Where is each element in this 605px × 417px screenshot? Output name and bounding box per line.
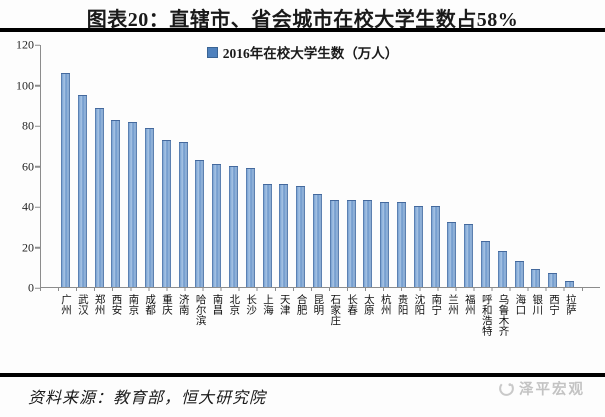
bar	[111, 119, 121, 287]
y-axis-tick	[35, 287, 40, 289]
y-axis-tick	[35, 206, 40, 208]
y-axis-tick-label: 120	[16, 37, 34, 52]
watermark: 泽平宏观	[498, 378, 585, 399]
bar	[396, 202, 406, 287]
y-axis-tick	[35, 125, 40, 127]
bar	[413, 206, 423, 287]
bar	[262, 184, 272, 287]
x-axis-label: 福州	[463, 294, 475, 315]
footer-divider	[0, 373, 605, 377]
bar	[514, 260, 524, 287]
header-divider	[0, 28, 605, 32]
bar	[195, 159, 205, 287]
bar	[296, 186, 306, 287]
x-axis-label: 杭州	[379, 294, 391, 315]
y-axis-tick-label: 40	[22, 199, 34, 214]
x-axis-label: 上海	[261, 294, 273, 315]
bar	[161, 139, 171, 287]
bar	[464, 224, 474, 287]
x-axis-label: 西安	[110, 294, 122, 315]
y-axis-tick-label: 80	[22, 118, 34, 133]
y-axis-tick	[35, 246, 40, 249]
bar-chart-figure: 2016年在校大学生数（万人） 0 20 40 60 80 100 120 广州 武汉 郑州 西安…	[0, 32, 605, 373]
chart-header: 图表20：直辖市、省会城市在校大学生数占58%	[0, 0, 605, 31]
x-axis-ticks	[40, 287, 600, 291]
y-axis-tick-label: 100	[16, 78, 34, 92]
x-axis-label: 武汉	[76, 294, 88, 315]
x-axis-label: 兰州	[447, 294, 459, 315]
bar	[212, 163, 222, 287]
bar	[531, 268, 541, 287]
y-axis-tick	[35, 165, 40, 168]
x-axis-label: 重庆	[160, 294, 172, 315]
source-note: 资料来源：教育部，恒大研究院	[28, 390, 267, 407]
bar	[312, 194, 322, 287]
bar	[228, 166, 238, 287]
bar	[245, 168, 255, 287]
x-axis-label: 南宁	[430, 294, 442, 315]
legend-label: 2016年在校大学生数（万人）	[222, 46, 399, 61]
x-axis-category-labels: 广州 武汉 郑州 西安 南京 成都 重庆 济南 哈尔滨 南昌 北京 长沙 上海 天津 合肥 昆明 石家庄 长春 太原…	[40, 294, 600, 372]
zeping-logo-icon	[499, 381, 514, 396]
y-axis-tick	[35, 84, 40, 87]
bar	[363, 200, 373, 287]
plot-area	[40, 45, 600, 291]
x-axis-label: 石家庄	[329, 294, 341, 326]
bar	[77, 95, 87, 287]
x-axis-label: 天津	[278, 294, 290, 315]
bar	[128, 121, 138, 287]
x-axis-label: 合肥	[295, 294, 307, 315]
bar	[380, 202, 390, 287]
bar-series	[41, 45, 600, 287]
x-axis-label: 南昌	[211, 294, 223, 315]
bar	[430, 206, 440, 287]
bar	[329, 200, 339, 287]
bar	[61, 73, 70, 287]
x-axis-label: 成都	[144, 294, 156, 315]
x-axis-label: 贵阳	[396, 294, 408, 315]
x-axis-label: 长春	[346, 294, 358, 315]
bar	[346, 200, 356, 287]
bar	[178, 141, 188, 287]
y-axis-tick	[35, 44, 40, 46]
x-axis-label: 拉萨	[564, 294, 576, 315]
bar	[447, 222, 457, 287]
x-axis-label: 南京	[127, 294, 139, 315]
y-axis-tick-label: 60	[22, 159, 34, 173]
bar	[497, 250, 507, 287]
bar	[548, 272, 558, 287]
x-axis-label: 乌鲁木齐	[497, 294, 509, 336]
watermark-text: 泽平宏观	[519, 382, 585, 398]
bar	[564, 280, 574, 287]
y-axis-tick-label: 20	[22, 240, 34, 254]
bar	[144, 127, 154, 287]
x-axis-label: 北京	[228, 294, 240, 315]
x-axis-label: 广州	[60, 294, 71, 315]
x-axis-label: 长沙	[245, 294, 257, 315]
chart-footer: 资料来源：教育部，恒大研究院 泽平宏观	[0, 377, 605, 415]
x-axis-label: 济南	[177, 294, 189, 315]
x-axis-label: 昆明	[312, 294, 324, 315]
x-axis-label: 沈阳	[413, 294, 425, 315]
x-axis-label: 哈尔滨	[194, 294, 206, 326]
x-axis-label: 太原	[362, 294, 374, 315]
x-axis-label: 西宁	[548, 294, 560, 315]
x-axis-label: 呼和浩特	[480, 294, 492, 336]
x-axis-label: 银川	[531, 294, 543, 315]
bar	[279, 184, 289, 287]
bar	[480, 240, 490, 287]
y-axis-labels: 0 20 40 60 80 100 120	[0, 38, 40, 295]
legend-swatch-icon	[206, 46, 218, 58]
bar	[94, 107, 104, 287]
x-axis-label: 郑州	[93, 294, 105, 315]
chart-legend: 2016年在校大学生数（万人）	[0, 42, 605, 62]
y-axis-tick-label: 0	[28, 280, 34, 295]
page-title: 图表20：直辖市、省会城市在校大学生数占58%	[86, 9, 519, 31]
x-axis-label: 海口	[514, 294, 526, 315]
